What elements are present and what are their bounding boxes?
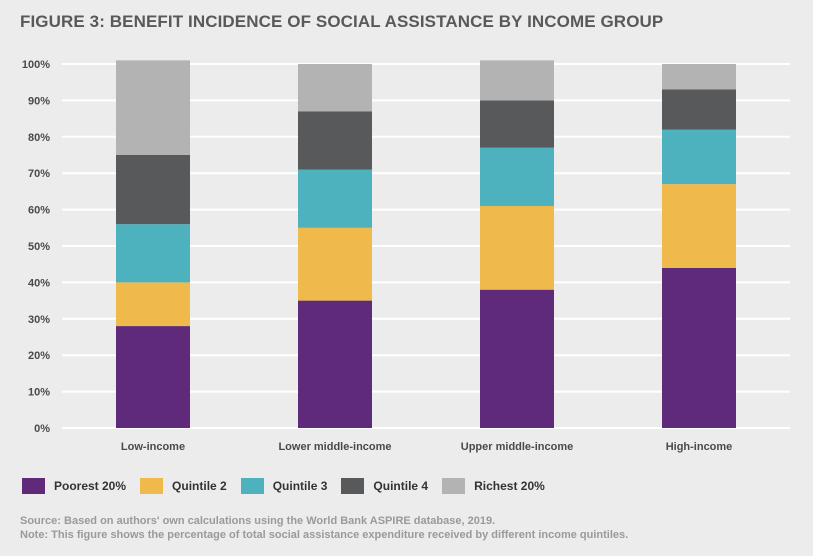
bar-segment <box>480 100 554 148</box>
bar-segment <box>662 184 736 268</box>
legend-item: Poorest 20% <box>22 478 126 494</box>
bar-segment <box>116 282 190 327</box>
y-axis: 0% 10% 20% 30% 40% 50% 60% 70% 80% 90% 100% <box>22 59 50 435</box>
legend-item: Quintile 3 <box>240 478 328 494</box>
bar-segment <box>480 205 554 290</box>
y-tick-label: 40% <box>28 277 50 289</box>
y-tick-label: 80% <box>28 132 50 144</box>
stacked-bar-chart: 0% 10% 20% 30% 40% 50% 60% 70% 80% 90% 100% Low-in… <box>22 59 790 453</box>
source-note: Source: Based on authors' own calculatio… <box>20 515 496 527</box>
y-tick-label: 10% <box>28 387 50 399</box>
x-tick-label: High-income <box>666 441 733 453</box>
legend-item: Quintile 4 <box>341 478 428 494</box>
y-tick-label: 100% <box>22 59 50 71</box>
legend-label: Poorest 20% <box>54 479 127 493</box>
x-tick-label: Low-income <box>121 441 185 453</box>
legend-swatch <box>240 478 264 494</box>
y-tick-label: 90% <box>28 95 50 107</box>
bar-segment <box>662 64 736 90</box>
y-tick-label: 30% <box>28 314 50 326</box>
bar-segment <box>116 60 190 155</box>
x-tick-label: Lower middle-income <box>278 441 391 453</box>
x-tick-label: Upper middle-income <box>461 441 573 453</box>
legend-swatch <box>22 478 45 494</box>
y-tick-label: 70% <box>28 168 50 180</box>
chart-title: FIGURE 3: BENEFIT INCIDENCE OF SOCIAL AS… <box>20 12 664 31</box>
bar-segment <box>298 64 372 112</box>
legend: Poorest 20% Quintile 2 Quintile 3 Quintile … <box>22 476 545 496</box>
bar-segment <box>662 129 736 185</box>
legend-swatch <box>442 478 466 494</box>
bar-segment <box>662 267 736 428</box>
y-tick-label: 20% <box>28 350 50 362</box>
bar-segment <box>116 326 190 428</box>
bar-segment <box>298 169 372 228</box>
legend-swatch <box>341 478 365 494</box>
bar-segment <box>116 155 190 225</box>
explanatory-note: Note: This figure shows the percentage o… <box>20 529 629 541</box>
bar-segment <box>298 111 372 170</box>
bar-segment <box>116 224 190 283</box>
legend-item: Richest 20% <box>442 478 545 494</box>
bars <box>116 60 736 428</box>
legend-label: Richest 20% <box>474 479 545 493</box>
legend-label: Quintile 3 <box>272 479 328 493</box>
legend-item: Quintile 2 <box>140 478 227 494</box>
bar-segment <box>298 227 372 301</box>
x-axis: Low-income Lower middle-income Upper middl… <box>121 441 732 453</box>
bar-segment <box>480 60 554 101</box>
bar-segment <box>480 147 554 206</box>
y-tick-label: 0% <box>34 423 50 435</box>
footnotes: Source: Based on authors' own calculatio… <box>20 514 628 542</box>
y-tick-label: 60% <box>28 205 50 217</box>
bar-segment <box>480 289 554 428</box>
bar-segment <box>298 300 372 428</box>
legend-label: Quintile 2 <box>172 479 227 493</box>
bar-segment <box>662 89 736 130</box>
legend-swatch <box>140 478 164 494</box>
legend-label: Quintile 4 <box>373 479 429 493</box>
y-tick-label: 50% <box>28 241 50 253</box>
